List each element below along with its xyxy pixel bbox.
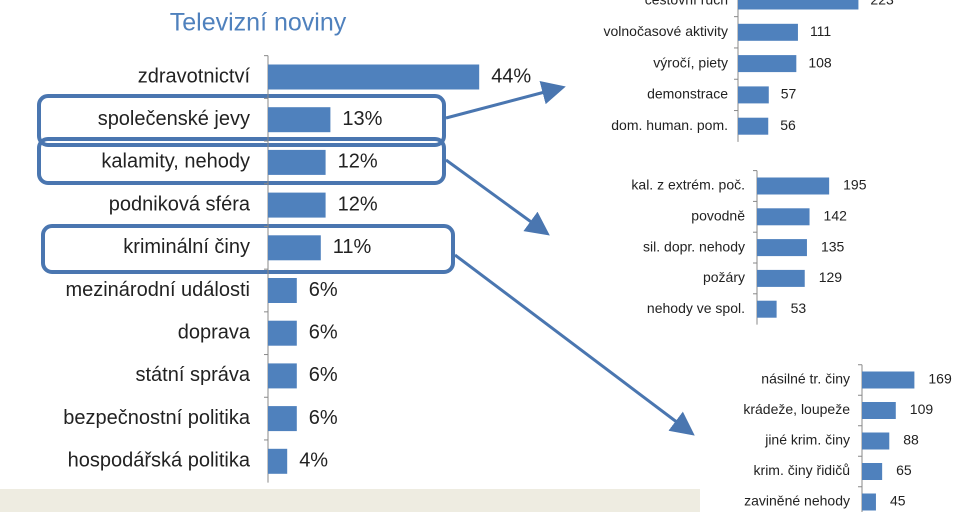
value-label: 142 — [824, 208, 848, 224]
bar — [862, 493, 876, 511]
bar — [268, 320, 297, 346]
bar — [738, 117, 769, 135]
value-label: 195 — [843, 177, 867, 193]
category-label: násilné tr. činy — [761, 371, 850, 387]
category-label: nehody ve spol. — [647, 300, 745, 316]
bar — [268, 363, 297, 389]
bar — [757, 269, 805, 287]
value-label: 13% — [342, 108, 382, 130]
value-label: 4% — [299, 450, 328, 472]
bar — [268, 107, 331, 133]
highlight-box — [37, 94, 446, 147]
category-label: jiné krim. činy — [764, 432, 850, 448]
category-label: státní správa — [135, 364, 250, 386]
value-label: 6% — [309, 407, 338, 429]
bar — [268, 235, 321, 261]
category-label: hospodářská politika — [68, 450, 251, 472]
category-label: kal. z extrém. poč. — [631, 177, 745, 193]
bar — [268, 149, 326, 175]
value-label: 6% — [309, 364, 338, 386]
category-label: podniková sféra — [109, 193, 251, 215]
value-label: 109 — [910, 401, 934, 417]
category-label: zdravotnictví — [138, 65, 251, 87]
arrow — [454, 253, 695, 436]
bar — [862, 463, 883, 480]
value-label: 12% — [338, 151, 378, 173]
value-label: 57 — [781, 86, 797, 102]
bar — [757, 239, 807, 257]
bar — [757, 208, 810, 226]
category-label: dom. human. pom. — [611, 117, 728, 133]
bar — [757, 300, 777, 318]
category-label: cestovní ruch — [645, 0, 728, 8]
arrow — [445, 158, 550, 236]
value-label: 44% — [491, 65, 531, 87]
arrow — [445, 80, 566, 120]
value-label: 56 — [780, 117, 796, 133]
bar — [268, 448, 288, 474]
bar — [738, 55, 797, 73]
value-label: 108 — [808, 54, 832, 70]
value-label: 135 — [821, 238, 845, 254]
category-label: zaviněné nehody — [744, 493, 850, 509]
bar — [268, 192, 326, 218]
category-label: povodně — [691, 208, 745, 224]
category-label: demonstrace — [647, 86, 728, 102]
bar — [862, 371, 915, 389]
bar — [738, 23, 798, 41]
value-label: 45 — [890, 493, 906, 509]
arrows — [445, 80, 695, 436]
value-label: 223 — [870, 0, 894, 8]
category-label: mezinárodní události — [65, 279, 250, 301]
value-label: 6% — [309, 279, 338, 301]
bar — [268, 278, 297, 303]
value-label: 6% — [309, 321, 338, 343]
category-label: volnočasové aktivity — [603, 23, 728, 39]
highlights — [37, 94, 455, 274]
value-label: 11% — [333, 236, 372, 258]
category-label: krim. činy řidičů — [754, 462, 850, 478]
highlight-box — [37, 137, 446, 185]
bar — [862, 402, 896, 419]
value-label: 53 — [791, 300, 807, 316]
value-label: 111 — [810, 23, 831, 39]
category-label: výročí, piety — [653, 54, 728, 70]
bar — [268, 406, 297, 432]
category-label: kalamity, nehody — [101, 151, 250, 173]
category-label: doprava — [178, 321, 251, 343]
category-label: požáry — [703, 269, 745, 285]
chart-title: Televizní noviny — [170, 9, 347, 37]
bar — [862, 432, 890, 450]
category-label: kriminální činy — [123, 236, 250, 258]
value-label: 129 — [819, 269, 843, 285]
value-label: 169 — [928, 371, 952, 387]
bar — [268, 64, 480, 90]
category-label: společenské jevy — [98, 108, 250, 130]
value-label: 65 — [896, 462, 912, 478]
highlight-box — [41, 224, 455, 274]
caption-box — [0, 489, 700, 512]
bar — [738, 86, 769, 104]
bar — [757, 177, 830, 195]
category-label: krádeže, loupeže — [743, 401, 850, 417]
category-label: sil. dopr. nehody — [643, 238, 745, 254]
bar — [738, 0, 859, 10]
value-label: 12% — [338, 193, 378, 215]
category-label: bezpečnostní politika — [63, 407, 251, 429]
value-label: 88 — [903, 432, 919, 448]
